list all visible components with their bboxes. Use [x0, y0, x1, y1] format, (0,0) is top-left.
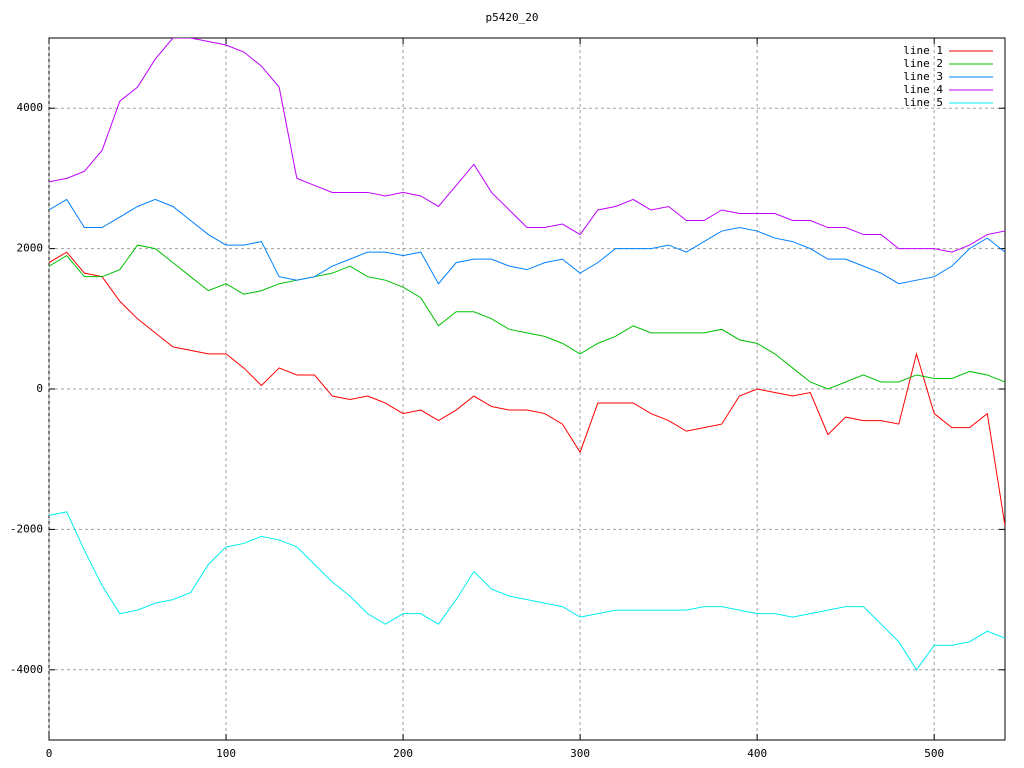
chart-title: p5420_20: [486, 11, 539, 24]
data-line: [49, 38, 1005, 253]
data-line: [49, 511, 1005, 671]
legend-label: line 4: [903, 83, 943, 96]
x-tick-label: 0: [46, 747, 53, 760]
data-line: [49, 244, 1005, 390]
data-line: [49, 251, 1005, 526]
legend-label: line 5: [903, 96, 943, 109]
y-tick-label: 4000: [17, 101, 44, 114]
data-line: [49, 198, 1005, 285]
y-tick-label: -4000: [10, 663, 43, 676]
x-tick-label: 100: [216, 747, 236, 760]
legend-label: line 3: [903, 70, 943, 83]
y-tick-label: 0: [36, 382, 43, 395]
y-tick-label: 2000: [17, 242, 44, 255]
x-tick-label: 400: [747, 747, 767, 760]
x-tick-label: 500: [924, 747, 944, 760]
legend-label: line 2: [903, 57, 943, 70]
y-tick-label: -2000: [10, 522, 43, 535]
x-tick-label: 300: [570, 747, 590, 760]
x-tick-label: 200: [393, 747, 413, 760]
legend-label: line 1: [903, 44, 943, 57]
plot-area: [49, 38, 1005, 671]
